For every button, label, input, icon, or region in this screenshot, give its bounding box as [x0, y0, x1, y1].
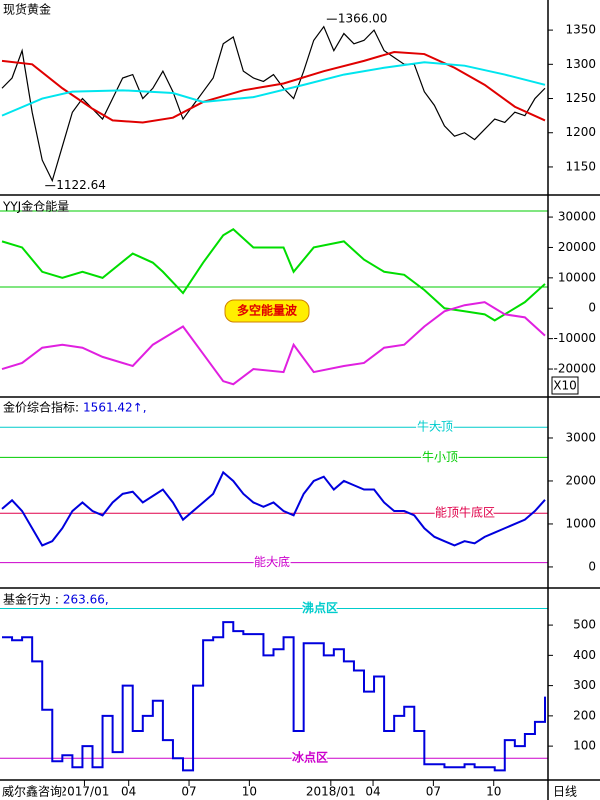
reference-label: 沸点区 — [302, 600, 338, 615]
y-tick-label: 1350 — [565, 23, 596, 37]
y-tick-label: -20000 — [553, 362, 596, 376]
x-tick-label: 2018/01 — [306, 785, 356, 799]
axis-note-box — [551, 376, 579, 395]
series-line — [2, 621, 546, 772]
y-tick-label: 3000 — [565, 430, 596, 444]
y-tick-label: 10000 — [558, 270, 596, 284]
badge-box — [224, 299, 310, 323]
y-tick-label: 500 — [573, 618, 596, 632]
x-unit-label: 日线 — [553, 785, 577, 799]
series-line — [1, 301, 546, 386]
y-tick-label: 1200 — [565, 125, 596, 139]
x-tick-label: 2017/01 — [60, 785, 110, 799]
x-tick-label: 07 — [181, 785, 196, 799]
axis-note: X10 — [553, 379, 577, 393]
x-tick-label: 07 — [426, 785, 441, 799]
x-tick-label: 10 — [242, 785, 257, 799]
x-tick-label: 04 — [365, 785, 380, 799]
y-tick-label: 1150 — [565, 159, 596, 173]
current-value: 1561.42↑, — [83, 401, 147, 415]
y-tick-label: 2000 — [565, 473, 596, 487]
source: 威尔鑫咨询 — [2, 784, 62, 799]
y-tick-label: 30000 — [558, 210, 596, 224]
reference-label: 牛大顶 — [417, 419, 453, 434]
y-tick-label: 1000 — [565, 516, 596, 530]
y-tick-label: 1300 — [565, 57, 596, 71]
panel-title: 现货黄金 — [3, 2, 51, 17]
y-tick-label: -10000 — [553, 331, 596, 345]
series-line — [1, 227, 546, 322]
y-tick-label: 400 — [573, 648, 596, 662]
series-line — [1, 50, 546, 124]
y-tick-label: 0 — [588, 559, 596, 573]
reference-label: 能大底 — [254, 554, 290, 569]
annotation-label: 1366.00 — [338, 12, 388, 26]
series-line — [1, 470, 546, 547]
panel-title: 基金行为 : — [3, 592, 59, 607]
panel-title: YYJ金仓能量 — [2, 199, 69, 214]
reference-label: 冰点区 — [292, 750, 328, 765]
x-tick-label: 04 — [121, 785, 136, 799]
y-tick-label: 200 — [573, 708, 596, 722]
badge: 多空能量波 — [237, 303, 298, 318]
series-line — [1, 61, 546, 117]
current-value: 263.66, — [63, 593, 109, 607]
y-tick-label: 0 — [588, 301, 596, 315]
reference-label: 能顶牛底区 — [435, 505, 495, 520]
y-tick-label: 1250 — [565, 91, 596, 105]
reference-label: 牛小顶 — [422, 449, 458, 464]
y-tick-label: 300 — [573, 678, 596, 692]
x-tick-label: 10 — [486, 785, 501, 799]
y-tick-label: 100 — [573, 739, 596, 753]
y-tick-label: 20000 — [558, 240, 596, 254]
annotation-label: 1122.64 — [56, 178, 106, 192]
panel-title: 金价综合指标: — [3, 400, 79, 415]
